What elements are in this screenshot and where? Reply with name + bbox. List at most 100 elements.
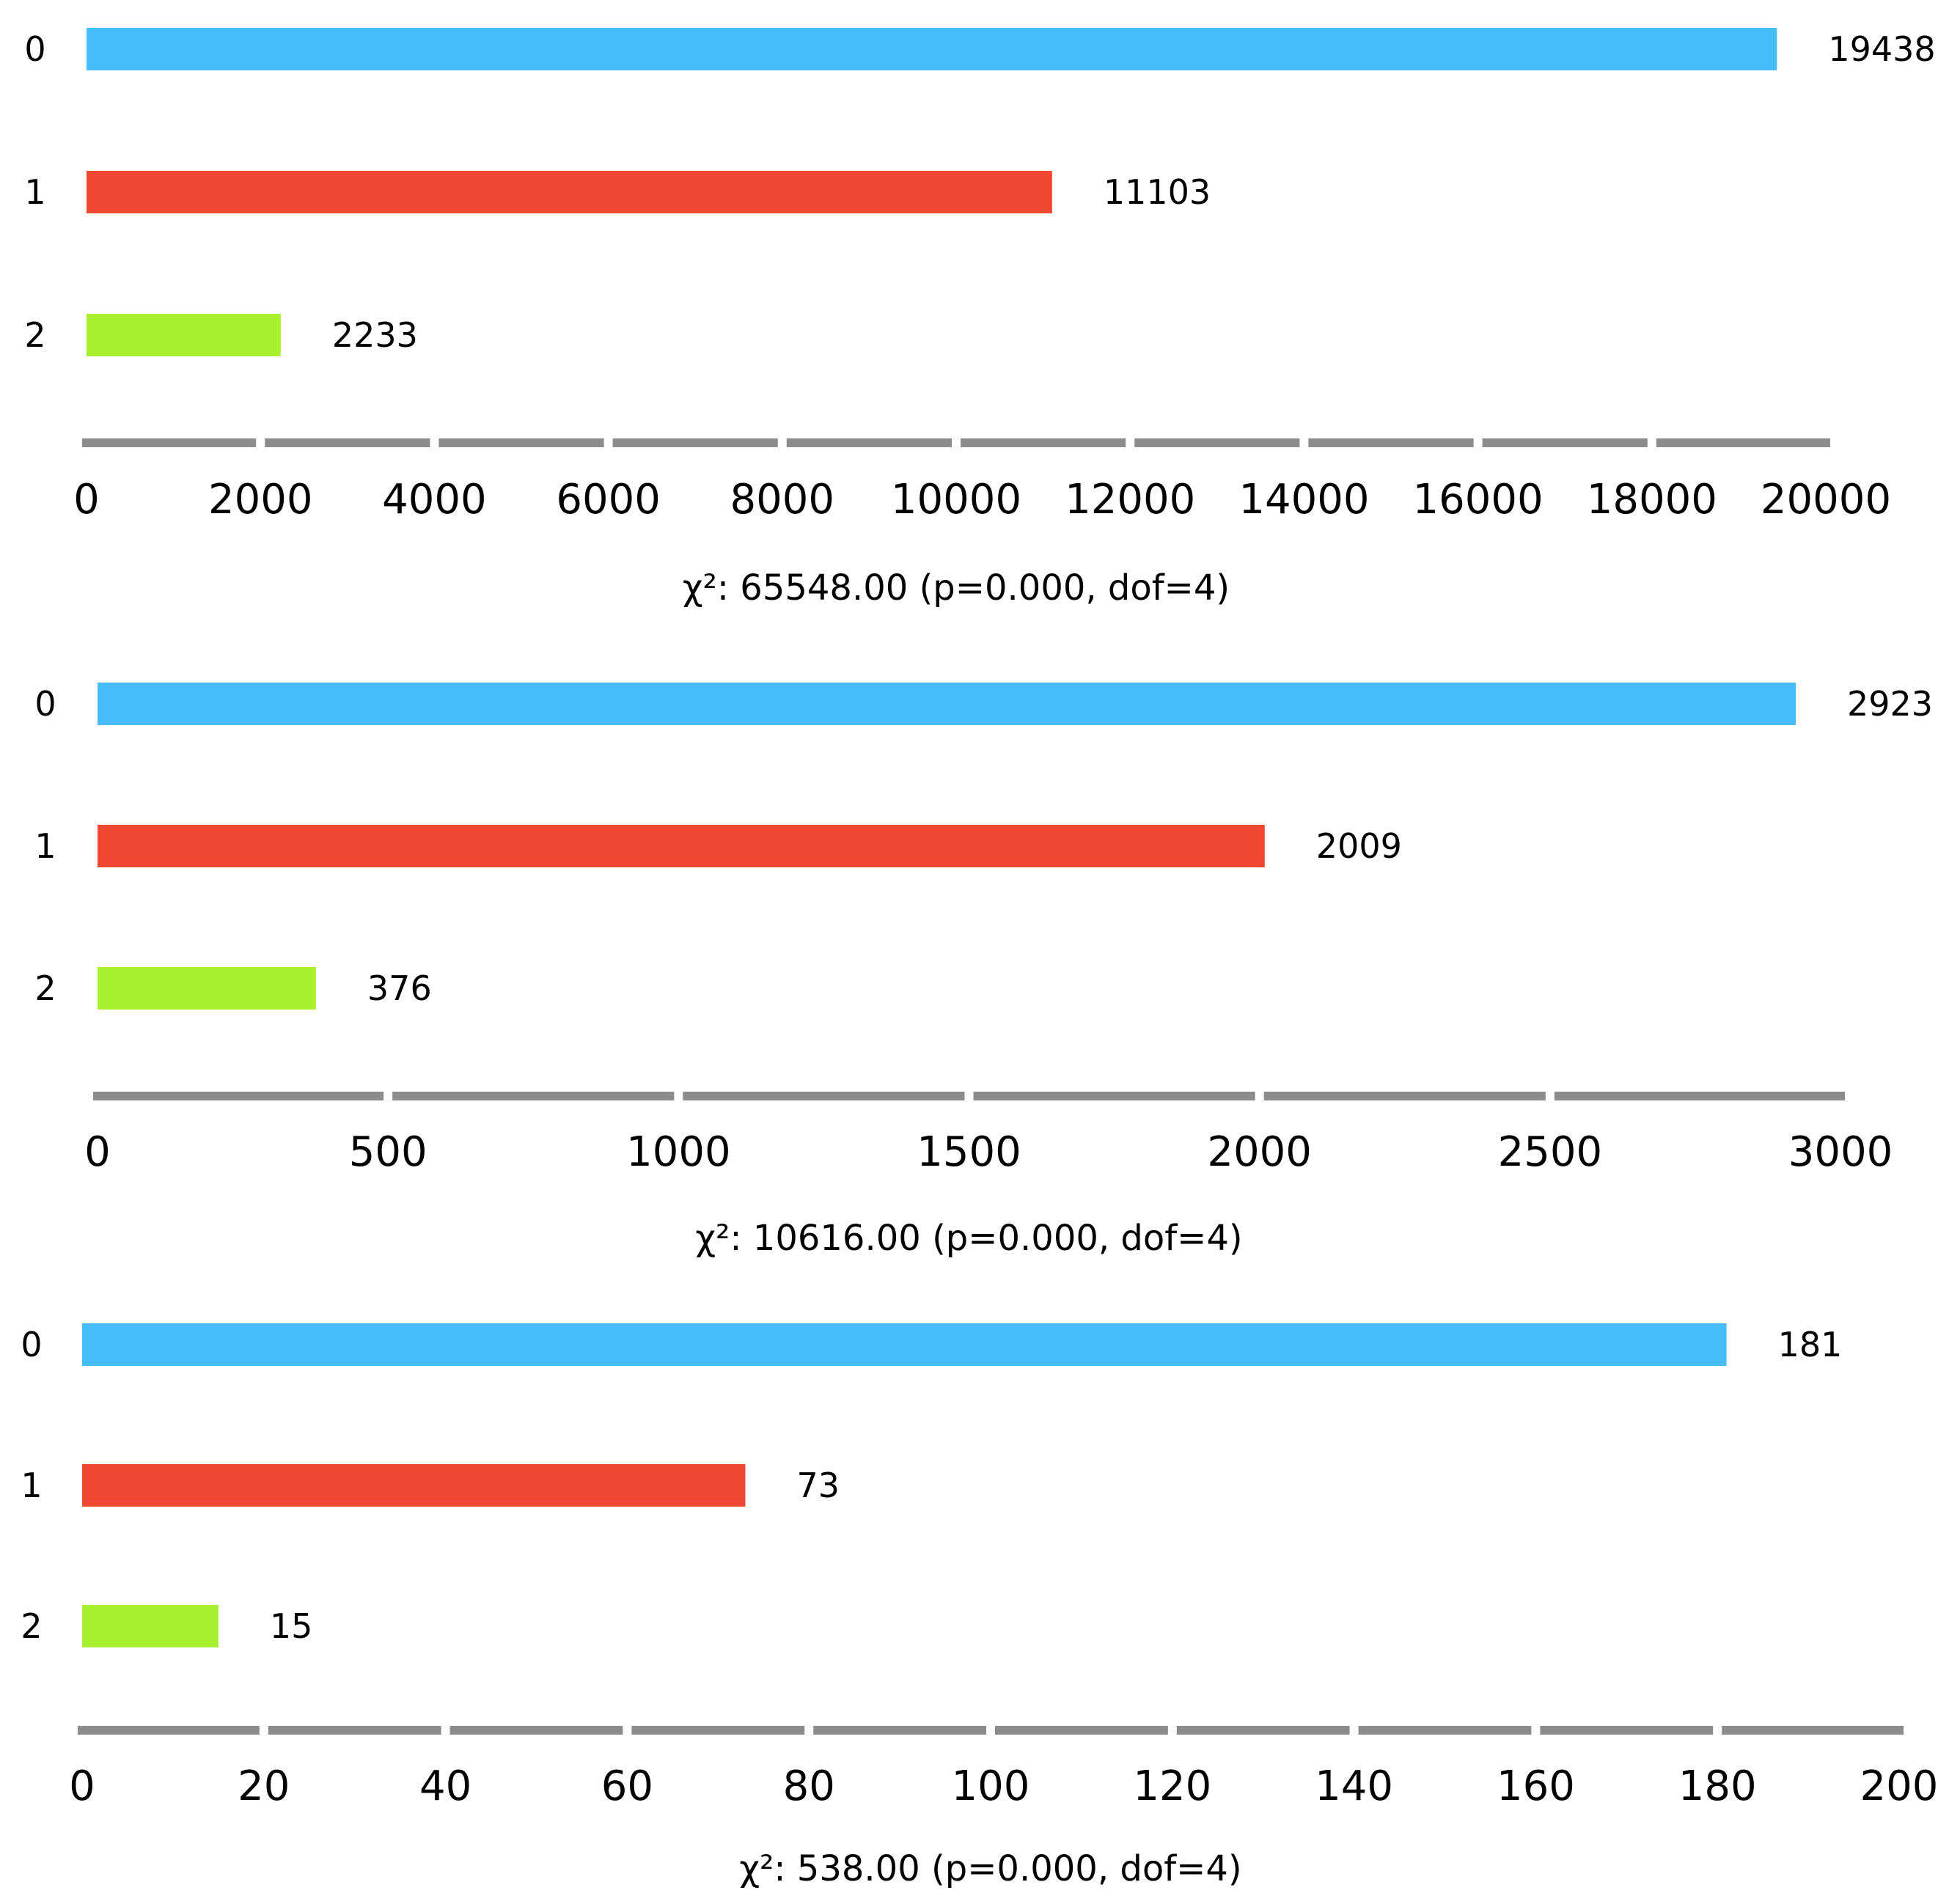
x-axis-tick-mark	[430, 438, 439, 447]
x-axis-tick-mark	[777, 438, 787, 447]
x-tick-label: 3000	[1788, 1128, 1893, 1176]
chi-square-statistic: χ²: 65548.00 (p=0.000, dof=4)	[683, 567, 1230, 609]
x-axis-tick-mark	[674, 1092, 683, 1100]
x-axis-tick-mark	[259, 1726, 268, 1735]
bar-1	[87, 171, 1052, 213]
x-tick-label: 60	[601, 1763, 653, 1810]
x-tick-label: 0	[69, 1763, 95, 1810]
x-axis-tick-mark	[1473, 438, 1483, 447]
value-label-2: 15	[270, 1606, 313, 1646]
x-tick-label: 160	[1497, 1763, 1575, 1810]
chi-square-statistic: χ²: 10616.00 (p=0.000, dof=4)	[695, 1218, 1242, 1259]
category-labels: 0 1 2	[21, 1325, 42, 1646]
x-tick-label: 2500	[1498, 1128, 1603, 1176]
value-label-0: 181	[1778, 1325, 1843, 1364]
x-tick-label: 2000	[208, 476, 313, 523]
category-label-0: 0	[21, 1325, 42, 1364]
value-labels: 2923 2009 376	[367, 684, 1933, 1008]
x-tick-labels: 0 500 1000 1500 2000 2500 3000	[84, 1128, 1893, 1176]
x-tick-label: 180	[1678, 1763, 1757, 1810]
bar-1	[82, 1464, 746, 1507]
x-axis-tick-mark	[1167, 1726, 1177, 1735]
bar-2	[98, 967, 316, 1010]
x-axis-tick-mark	[623, 1726, 632, 1735]
category-label-2: 2	[24, 315, 45, 355]
category-label-2: 2	[21, 1606, 42, 1646]
x-tick-label: 0	[84, 1128, 111, 1176]
x-tick-label: 200	[1860, 1763, 1939, 1810]
value-labels: 181 73 15	[270, 1325, 1843, 1646]
x-tick-label: 1000	[626, 1128, 731, 1176]
x-tick-label: 2000	[1207, 1128, 1312, 1176]
category-label-0: 0	[24, 29, 45, 69]
x-tick-label: 16000	[1413, 476, 1544, 523]
x-tick-label: 100	[952, 1763, 1030, 1810]
x-tick-label: 10000	[891, 476, 1021, 523]
x-tick-label: 500	[349, 1128, 427, 1176]
value-label-0: 2923	[1847, 684, 1933, 724]
x-axis-tick-mark	[1255, 1092, 1264, 1100]
x-axis-tick-mark	[1647, 438, 1656, 447]
x-axis-tick-mark	[804, 1726, 814, 1735]
x-tick-label: 80	[783, 1763, 835, 1810]
bar-group	[87, 28, 1777, 356]
x-axis-tick-mark	[1349, 1726, 1359, 1735]
category-label-1: 1	[24, 172, 45, 212]
x-tick-label: 1500	[917, 1128, 1021, 1176]
value-label-1: 11103	[1104, 172, 1211, 212]
x-axis	[78, 1726, 1904, 1735]
bar-group	[98, 683, 1796, 1010]
x-tick-label: 0	[73, 476, 100, 523]
bar-2	[82, 1605, 219, 1647]
x-tick-label: 18000	[1587, 476, 1717, 523]
category-labels: 0 1 2	[34, 684, 56, 1008]
chart-panel-1: 0 1 2 2923 2009 376 0 500 1000 1500 2000 2500 3000…	[34, 683, 1933, 1259]
x-tick-label: 12000	[1065, 476, 1195, 523]
x-axis-tick-mark	[603, 438, 613, 447]
category-label-1: 1	[21, 1466, 42, 1505]
x-axis-tick-mark	[986, 1726, 995, 1735]
x-tick-label: 14000	[1238, 476, 1369, 523]
x-axis-tick-mark	[1545, 1092, 1555, 1100]
bar-0	[82, 1323, 1727, 1366]
bar-group	[82, 1323, 1727, 1647]
category-label-0: 0	[34, 684, 56, 724]
x-tick-label: 20000	[1761, 476, 1891, 523]
category-label-2: 2	[34, 968, 56, 1008]
category-labels: 0 1 2	[24, 29, 45, 355]
bar-2	[87, 314, 281, 356]
x-tick-label: 20	[238, 1763, 290, 1810]
x-axis-tick-mark	[441, 1726, 450, 1735]
category-label-1: 1	[34, 826, 56, 866]
x-tick-label: 120	[1133, 1763, 1211, 1810]
x-tick-label: 4000	[382, 476, 487, 523]
x-tick-labels: 0 2000 4000 6000 8000 10000 12000 14000 16000 180…	[73, 476, 1891, 523]
x-axis-tick-mark	[964, 1092, 974, 1100]
value-label-2: 2233	[332, 315, 418, 355]
value-labels: 19438 11103 2233	[332, 29, 1936, 355]
value-label-0: 19438	[1828, 29, 1935, 69]
bar-1	[98, 825, 1265, 867]
x-axis-tick-mark	[1713, 1726, 1722, 1735]
x-axis-tick-mark	[383, 1092, 393, 1100]
x-axis-tick-mark	[1126, 438, 1135, 447]
chart-panel-0: 0 1 2 19438 11103 2233 0 2000 4000 6000 8000 1000…	[24, 28, 1936, 609]
x-axis	[82, 438, 1830, 447]
x-tick-label: 6000	[556, 476, 661, 523]
x-axis-tick-mark	[1531, 1726, 1541, 1735]
value-label-2: 376	[367, 968, 432, 1008]
x-axis-tick-mark	[952, 438, 961, 447]
value-label-1: 2009	[1316, 826, 1402, 866]
value-label-1: 73	[796, 1466, 840, 1505]
chi-square-statistic: χ²: 538.00 (p=0.000, dof=4)	[739, 1848, 1241, 1889]
x-axis-tick-mark	[256, 438, 265, 447]
bar-0	[87, 28, 1777, 70]
x-axis	[93, 1092, 1845, 1100]
x-tick-labels: 0 20 40 60 80 100 120 140 160 180 200	[69, 1763, 1938, 1810]
x-tick-label: 140	[1315, 1763, 1393, 1810]
bar-0	[98, 683, 1796, 725]
x-tick-label: 40	[419, 1763, 471, 1810]
x-axis-tick-mark	[1299, 438, 1309, 447]
